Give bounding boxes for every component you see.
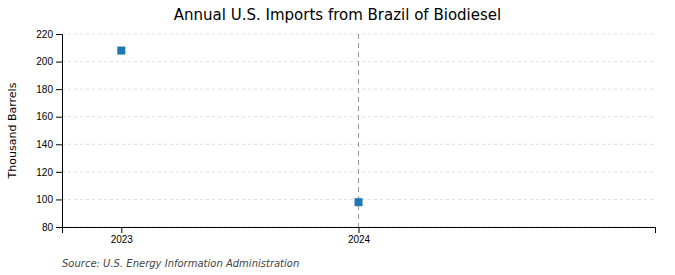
x-tick-label: 2023 [111, 234, 134, 245]
grid [62, 34, 655, 227]
x-axis-line [63, 228, 656, 234]
x-tick: 2024 [348, 227, 371, 245]
y-tick-label: 140 [36, 139, 53, 150]
vertical-line [358, 34, 359, 227]
y-tick-mark [56, 117, 62, 118]
x-tick: 2023 [111, 227, 134, 245]
y-tick-mark [56, 144, 62, 145]
x-tick-label: 2024 [348, 234, 371, 245]
y-tick: 180 [36, 84, 62, 95]
y-tick-label: 180 [36, 84, 53, 95]
title: Annual U.S. Imports from Brazil of Biodi… [174, 6, 501, 24]
marks [117, 34, 362, 227]
y-axis-line [56, 35, 63, 228]
y-tick-label: 80 [42, 222, 54, 233]
y-tick-label: 220 [36, 29, 53, 40]
y-tick: 200 [36, 56, 62, 67]
y-tick-mark [56, 89, 62, 90]
y-tick-mark [56, 34, 62, 35]
x-tick-mark [121, 227, 122, 233]
y-axis-label: Thousand Barrels [6, 82, 19, 179]
source: Source: U.S. Energy Information Administ… [62, 258, 299, 269]
point [355, 198, 363, 206]
y-tick: 100 [36, 194, 62, 205]
y-tick-mark [56, 172, 62, 173]
y-tick-mark [56, 62, 62, 63]
y-tick-label: 160 [36, 111, 53, 122]
y-tick: 160 [36, 111, 62, 122]
y-tick-mark [56, 227, 62, 228]
y-tick: 80 [42, 222, 62, 233]
y-tick: 140 [36, 139, 62, 150]
y-tick-label: 120 [36, 167, 53, 178]
y-axis: 80 100 120 140 160 180 200 220 [36, 29, 62, 233]
y-tick: 120 [36, 167, 62, 178]
y-tick-mark [56, 199, 62, 200]
plot-area: 2023 2024 80 100 120 140 160 180 200 220 [36, 29, 655, 245]
chart: 2023 2024 80 100 120 140 160 180 200 220 Annual U.… [0, 0, 675, 275]
y-tick: 220 [36, 29, 62, 40]
point [117, 47, 125, 55]
x-tick-mark [359, 227, 360, 233]
y-tick-label: 100 [36, 194, 53, 205]
y-tick-label: 200 [36, 56, 53, 67]
x-axis: 2023 2024 [63, 227, 656, 245]
